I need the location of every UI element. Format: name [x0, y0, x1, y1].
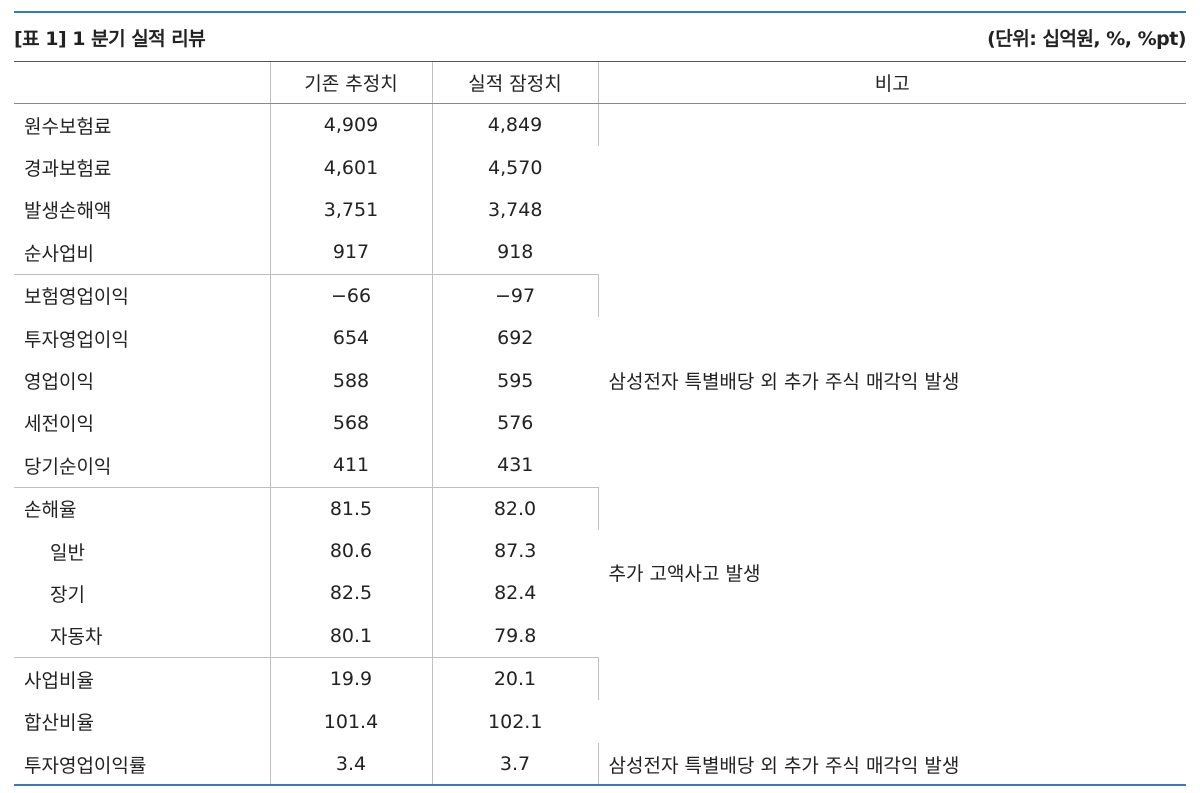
note-cell: 삼성전자 특별배당 외 추가 주식 매각익 발생 — [608, 371, 960, 394]
estimate-value: 82.5 — [270, 572, 433, 615]
row-label: 발생손해액 — [14, 188, 271, 232]
note-cell: 삼성전자 특별배당 외 추가 주식 매각익 발생 — [608, 754, 960, 777]
estimate-value: 568 — [270, 401, 433, 445]
actual-value: 3.7 — [432, 742, 599, 786]
table-row: 합산비율 101.4 102.1 — [14, 700, 1186, 743]
row-label: 세전이익 — [14, 401, 271, 445]
header-actual: 실적 잠정치 — [432, 62, 599, 104]
estimate-value: 3,751 — [270, 188, 433, 232]
estimate-value: −66 — [270, 274, 433, 317]
table-row: 경과보험료 4,601 4,570 — [14, 146, 1186, 189]
estimate-value: 81.5 — [270, 487, 433, 530]
row-label: 투자영업이익 — [14, 316, 271, 360]
note-cell: 추가 고액사고 발생 — [608, 562, 761, 585]
table-row: 보험영업이익 −66 −97 삼성전자 특별배당 외 추가 주식 매각익 발생 — [14, 274, 1186, 393]
row-label: 보험영업이익 — [14, 274, 271, 317]
note-cell — [598, 658, 1186, 743]
actual-value: 431 — [432, 444, 598, 488]
actual-value: 82.0 — [432, 487, 599, 530]
estimate-value: 19.9 — [270, 657, 433, 701]
estimate-value: 654 — [270, 316, 433, 360]
note-cell — [598, 104, 1186, 275]
row-label: 합산비율 — [14, 700, 271, 743]
table-row: 발생손해액 3,751 3,748 — [14, 188, 1186, 232]
row-label: 손해율 — [14, 487, 271, 530]
row-label: 원수보험료 — [14, 103, 271, 147]
header-note: 비고 — [598, 62, 1186, 104]
row-label: 순사업비 — [14, 231, 271, 275]
row-label: 자동차 — [14, 614, 271, 659]
actual-value: 918 — [432, 231, 598, 275]
top-rule — [14, 11, 1186, 13]
header-item — [14, 62, 271, 104]
estimate-value: 4,601 — [270, 146, 433, 189]
estimate-value: 101.4 — [270, 700, 433, 743]
actual-value: 79.8 — [432, 614, 598, 659]
actual-value: 692 — [497, 327, 534, 350]
header-estimate: 기존 추정치 — [270, 62, 433, 104]
actual-value: 595 — [497, 369, 534, 392]
row-label: 당기순이익 — [14, 444, 271, 488]
row-label: 투자영업이익률 — [14, 742, 271, 786]
table-row: 순사업비 917 918 — [14, 231, 1186, 275]
row-label: 경과보험료 — [14, 146, 271, 189]
actual-value: 20.1 — [432, 657, 599, 701]
table-row: 영업이익 588 595 — [14, 359, 1186, 402]
table-row: 당기순이익 411 431 — [14, 444, 1186, 488]
estimate-value: 917 — [270, 231, 433, 275]
estimate-value: 80.6 — [270, 529, 433, 573]
actual-value: 82.4 — [494, 582, 537, 605]
table-row: 손해율 81.5 82.0 추가 고액사고 발생 — [14, 487, 1186, 585]
actual-value: 4,570 — [488, 156, 543, 179]
table-row: 사업비율 19.9 20.1 — [14, 657, 1186, 701]
row-label: 영업이익 — [14, 359, 271, 402]
actual-value: 4,849 — [432, 103, 599, 147]
estimate-value: 80.1 — [270, 614, 433, 659]
row-label: 장기 — [14, 572, 271, 615]
table-caption: [표 1] 1 분기 실적 리뷰 (단위: 십억원, %, %pt) — [14, 22, 1186, 54]
estimate-value: 3.4 — [270, 742, 433, 786]
table-row: 일반 80.6 87.3 — [14, 529, 1186, 573]
table-row: 세전이익 568 576 — [14, 401, 1186, 445]
row-label: 일반 — [14, 529, 271, 573]
table-row: 투자영업이익 654 692 — [14, 316, 1186, 360]
row-label: 사업비율 — [14, 657, 271, 701]
actual-value: 87.3 — [494, 540, 537, 563]
actual-value: 576 — [497, 411, 534, 434]
actual-value: 3,748 — [488, 198, 543, 221]
estimate-value: 411 — [270, 444, 433, 488]
table-title: [표 1] 1 분기 실적 리뷰 — [14, 28, 206, 50]
table-row: 투자영업이익률 3.4 3.7 삼성전자 특별배당 외 추가 주식 매각익 발생 — [14, 742, 1186, 786]
estimate-value: 4,909 — [270, 103, 433, 147]
actual-value: 102.1 — [488, 710, 543, 733]
header-rule — [14, 61, 1186, 62]
earnings-review-table: 기존 추정치 실적 잠정치 비고 원수보험료 4,909 4,849 경과보험료… — [14, 62, 1186, 786]
header-row: 기존 추정치 실적 잠정치 비고 — [14, 62, 1186, 104]
table-row: 원수보험료 4,909 4,849 — [14, 103, 1186, 147]
bottom-rule — [14, 784, 1186, 786]
table-row: 장기 82.5 82.4 — [14, 572, 1186, 615]
table-row: 자동차 80.1 79.8 — [14, 614, 1186, 659]
unit-label: (단위: 십억원, %, %pt) — [987, 28, 1186, 50]
estimate-value: 588 — [270, 359, 433, 402]
actual-value: −97 — [432, 274, 599, 317]
